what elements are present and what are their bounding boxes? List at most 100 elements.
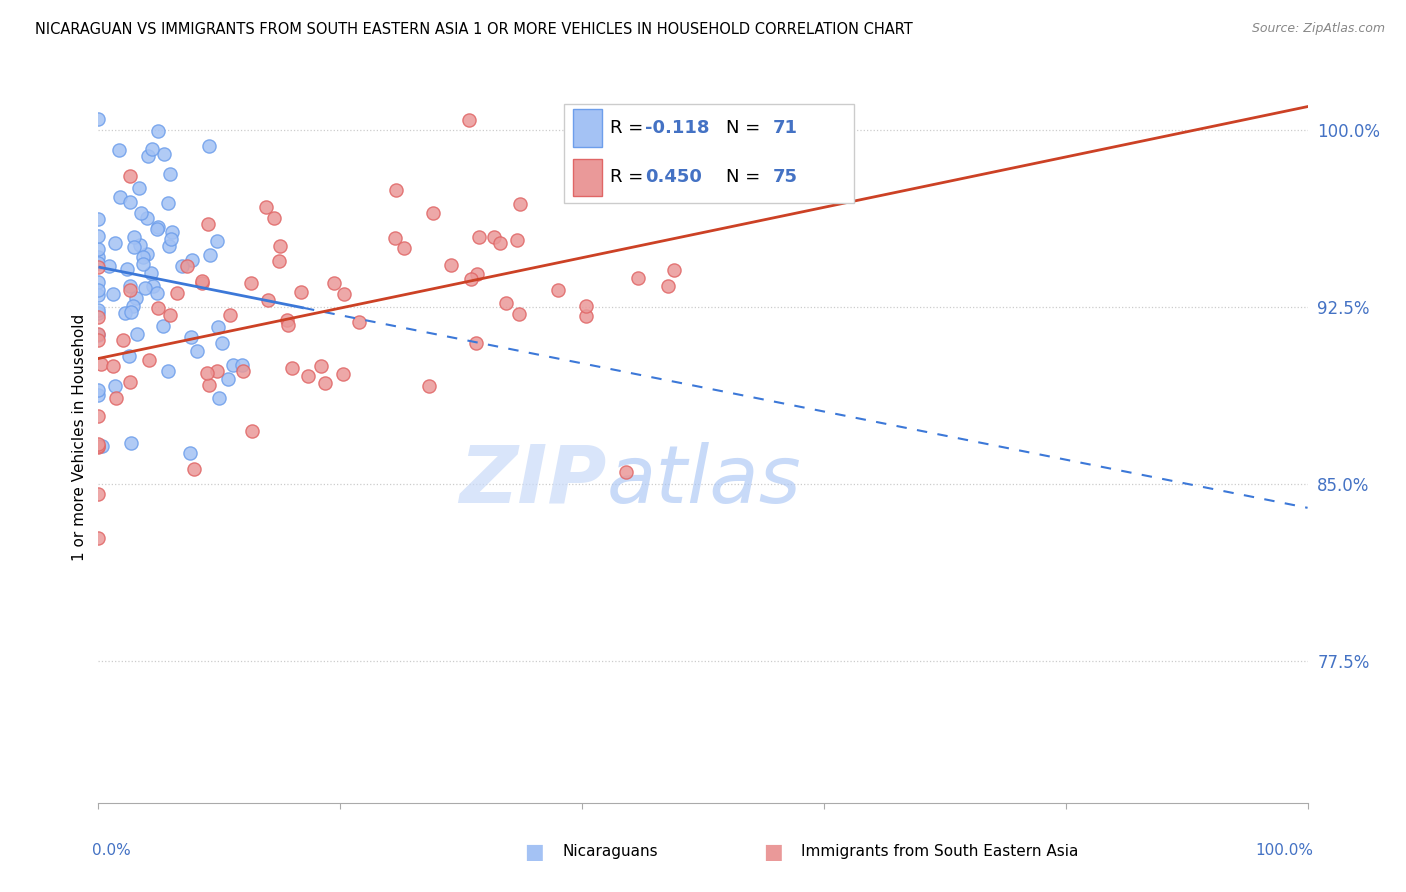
Text: ZIP: ZIP: [458, 442, 606, 520]
Point: [121, 299, 143, 313]
Point: [128, 238, 150, 252]
Point: [614, 465, 637, 479]
Point: [159, 308, 181, 322]
Point: [191, 277, 214, 291]
Text: Immigrants from South Eastern Asia: Immigrants from South Eastern Asia: [801, 845, 1078, 859]
Point: [277, 318, 299, 333]
Point: [232, 364, 254, 378]
Point: [267, 254, 290, 268]
Point: [626, 161, 648, 176]
Point: [506, 234, 529, 248]
Point: [87, 487, 110, 501]
Point: [136, 149, 159, 163]
Point: [131, 257, 153, 271]
Point: [179, 446, 201, 460]
Point: [418, 378, 440, 392]
Point: [458, 113, 481, 128]
Point: [207, 319, 229, 334]
Point: [128, 181, 150, 195]
Point: [159, 239, 181, 253]
Point: [198, 378, 221, 392]
Point: [87, 439, 110, 453]
Point: [508, 307, 530, 321]
Point: [281, 360, 304, 375]
Point: [217, 372, 239, 386]
Point: [197, 217, 219, 231]
Point: [440, 258, 463, 272]
Point: [311, 359, 333, 374]
Point: [276, 313, 298, 327]
Point: [575, 309, 598, 323]
Point: [87, 276, 110, 290]
Y-axis label: 1 or more Vehicles in Household: 1 or more Vehicles in Household: [72, 313, 87, 561]
Point: [148, 124, 170, 138]
Point: [146, 301, 169, 316]
Point: [197, 139, 219, 153]
Point: [110, 190, 132, 204]
Point: [87, 333, 110, 347]
Point: [422, 206, 444, 220]
Point: [112, 333, 135, 347]
Point: [87, 383, 110, 397]
Point: [205, 234, 228, 248]
Point: [135, 211, 157, 226]
Point: [195, 366, 218, 380]
Point: [464, 335, 486, 350]
Point: [120, 435, 142, 450]
Point: [125, 292, 148, 306]
Point: [211, 336, 233, 351]
Point: [159, 167, 181, 181]
Text: Nicaraguans: Nicaraguans: [562, 845, 658, 859]
Point: [141, 142, 163, 156]
Point: [484, 230, 506, 244]
Point: [384, 183, 406, 197]
Point: [254, 200, 277, 214]
Point: [122, 230, 145, 244]
Point: [159, 232, 181, 246]
Point: [630, 174, 652, 188]
Text: Source: ZipAtlas.com: Source: ZipAtlas.com: [1251, 22, 1385, 36]
Point: [87, 327, 110, 342]
Point: [166, 286, 188, 301]
Point: [489, 236, 512, 251]
Point: [87, 305, 110, 319]
Point: [314, 376, 336, 390]
Point: [460, 272, 482, 286]
Text: atlas: atlas: [606, 442, 801, 520]
Point: [183, 461, 205, 475]
Point: [120, 279, 142, 293]
Point: [332, 367, 354, 381]
Point: [105, 391, 128, 405]
Point: [120, 375, 142, 389]
Point: [91, 439, 114, 453]
Point: [132, 251, 155, 265]
Point: [138, 352, 160, 367]
Point: [269, 239, 291, 253]
Point: [120, 169, 142, 183]
Point: [153, 147, 176, 161]
Point: [129, 206, 152, 220]
Point: [465, 267, 488, 281]
Point: [290, 285, 312, 299]
Point: [148, 220, 170, 235]
Point: [87, 531, 110, 545]
Point: [208, 391, 231, 405]
Point: [104, 235, 127, 250]
Point: [142, 279, 165, 293]
Point: [468, 230, 491, 244]
Point: [90, 357, 112, 371]
Point: [139, 266, 162, 280]
Point: [181, 253, 204, 268]
Point: [157, 364, 180, 378]
Point: [87, 255, 110, 269]
Point: [87, 437, 110, 451]
Point: [114, 306, 136, 320]
Point: [87, 409, 110, 423]
Point: [134, 281, 156, 295]
Point: [103, 287, 125, 301]
Point: [87, 283, 110, 297]
Point: [256, 293, 278, 307]
Text: 100.0%: 100.0%: [1256, 843, 1313, 858]
Point: [392, 241, 415, 255]
Point: [176, 259, 198, 273]
